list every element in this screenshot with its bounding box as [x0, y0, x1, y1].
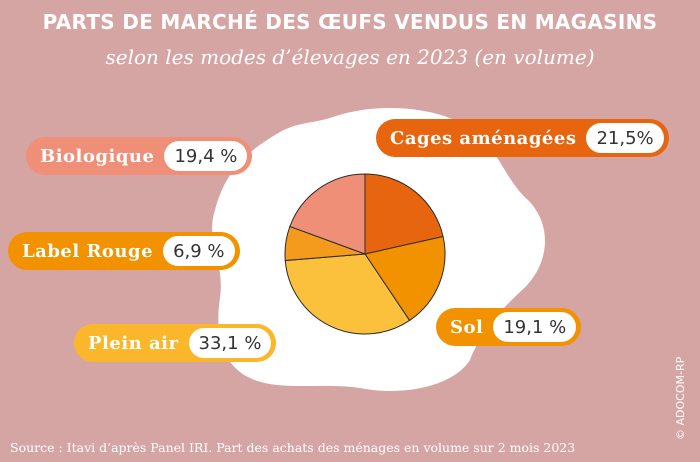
label-plein-air-name: Plein air [88, 332, 179, 354]
label-sol-name: Sol [450, 316, 484, 338]
pie-slice-cages-am-nag-es [364, 173, 444, 255]
label-sol-value: 19,1 % [493, 312, 577, 342]
chart-title: PARTS DE MARCHÉ DES ŒUFS VENDUS EN MAGAS… [42, 10, 658, 34]
label-plein-air: Plein air 33,1 % [74, 324, 277, 362]
pie-slice-sol [364, 235, 446, 322]
pie-slice-biologique [289, 173, 366, 255]
pie-chart [284, 173, 446, 335]
chart-subtitle: selon les modes d’élevages en 2023 (en v… [105, 45, 595, 69]
label-label-rouge-name: Label Rouge [22, 240, 154, 262]
label-cages-amenagees: Cages aménagées 21,5% [376, 119, 669, 157]
label-plein-air-value: 33,1 % [188, 328, 272, 358]
label-label-rouge: Label Rouge 6,9 % [8, 232, 240, 270]
label-sol: Sol 19,1 % [436, 308, 582, 346]
source-note: Source : Itavi d’après Panel IRI. Part d… [10, 440, 576, 455]
pie-slice-plein-air [284, 253, 411, 335]
label-biologique-value: 19,4 % [164, 141, 248, 171]
label-cages-value: 21,5% [586, 123, 664, 153]
label-cages-name: Cages aménagées [390, 127, 577, 149]
label-label-rouge-value: 6,9 % [163, 236, 235, 266]
label-biologique: Biologique 19,4 % [26, 137, 253, 175]
label-biologique-name: Biologique [40, 145, 155, 167]
copyright-note: © ADOCOM-RP [674, 356, 687, 440]
